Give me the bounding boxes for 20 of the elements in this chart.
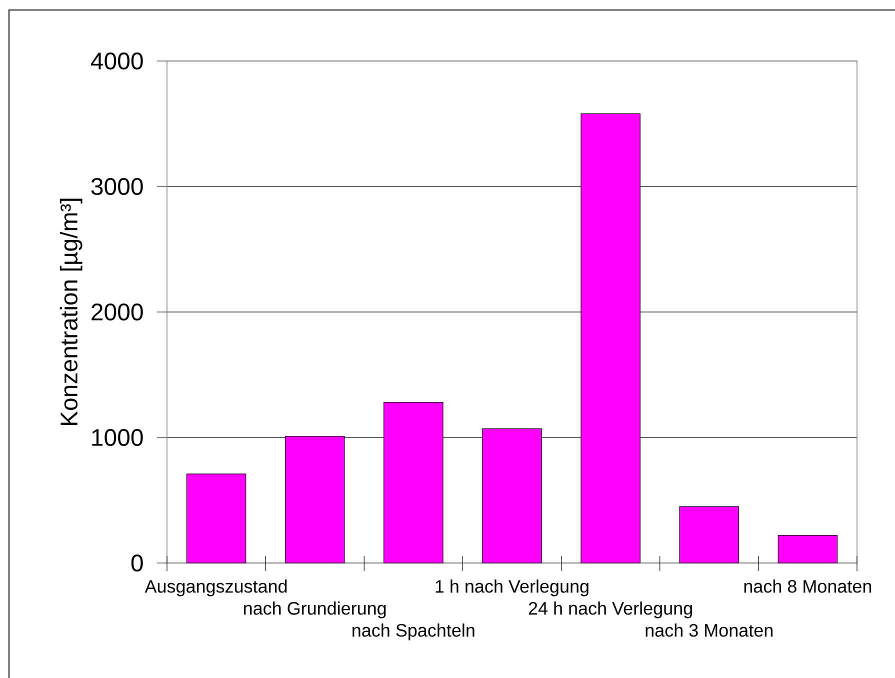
y-tick-label: 0: [131, 554, 143, 572]
x-tick-label: nach 8 Monaten: [744, 580, 872, 593]
y-tick-label: 4000: [90, 52, 143, 70]
y-tick-label: 3000: [91, 178, 143, 195]
y-tick-label: 2000: [92, 304, 143, 320]
y-axis-title: Konzentration [µg/m³]: [60, 198, 82, 425]
y-tick-label: 1000: [92, 429, 143, 446]
bar: [284, 436, 345, 564]
bar: [482, 428, 542, 564]
x-tick-label: 24 h nach Verlegung: [528, 602, 692, 618]
x-tick-label: nach 3 Monaten: [646, 624, 772, 637]
x-tick-label: nach Spachteln: [352, 624, 474, 640]
bar: [384, 402, 444, 564]
x-tick-label: nach Grundierung: [244, 602, 386, 618]
x-tick-label: 1 h nach Verlegung: [436, 580, 588, 596]
bar: [679, 506, 740, 564]
bar: [186, 474, 246, 564]
bar: [778, 535, 838, 564]
x-tick-label: Ausgangszustand: [144, 580, 287, 596]
bar: [580, 113, 640, 564]
